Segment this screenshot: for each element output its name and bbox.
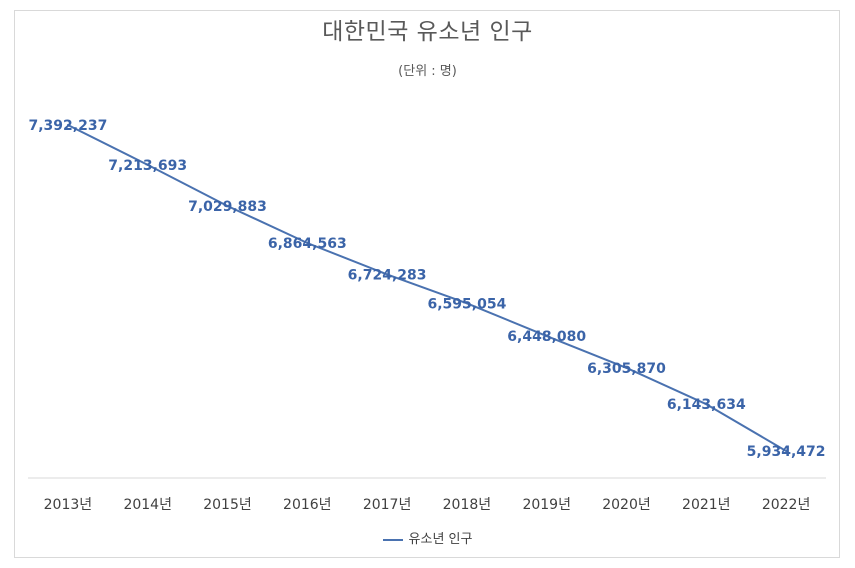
legend: 유소년 인구 (0, 528, 855, 547)
x-tick-label: 2022년 (762, 497, 811, 513)
legend-label: 유소년 인구 (408, 532, 473, 547)
x-tick-label: 2021년 (682, 497, 731, 513)
data-label: 7,213,693 (108, 158, 187, 174)
data-point (465, 302, 468, 305)
x-tick-label: 2014년 (123, 497, 172, 513)
data-point (705, 403, 708, 406)
data-point (625, 366, 628, 369)
x-tick-label: 2018년 (443, 497, 492, 513)
chart-subtitle: (단위 : 명) (398, 64, 457, 79)
data-point (785, 450, 788, 452)
data-label: 6,595,054 (427, 296, 506, 312)
data-label: 6,724,283 (348, 267, 427, 283)
series-line (67, 124, 787, 452)
data-point (146, 163, 149, 166)
data-point (66, 124, 69, 126)
data-point (545, 335, 548, 338)
data-label: 6,143,634 (667, 397, 746, 413)
data-label: 5,934,472 (747, 444, 826, 460)
x-tick-label: 2019년 (522, 497, 571, 513)
data-label: 7,392,237 (28, 118, 107, 134)
data-point (306, 242, 309, 245)
chart-frame (14, 10, 840, 558)
x-tick-label: 2013년 (44, 497, 93, 513)
x-tick-label: 2020년 (602, 497, 651, 513)
data-point (386, 273, 389, 276)
data-label: 6,305,870 (587, 361, 666, 377)
legend-line-swatch (382, 538, 403, 541)
x-tick-label: 2015년 (203, 497, 252, 513)
data-label: 6,448,080 (507, 329, 586, 345)
data-point (226, 205, 229, 208)
chart-title: 대한민국 유소년 인구 (322, 19, 533, 45)
data-label: 7,029,883 (188, 199, 267, 215)
x-tick-label: 2017년 (363, 497, 412, 513)
x-tick-label: 2016년 (283, 497, 332, 513)
data-label: 6,864,563 (268, 236, 347, 252)
